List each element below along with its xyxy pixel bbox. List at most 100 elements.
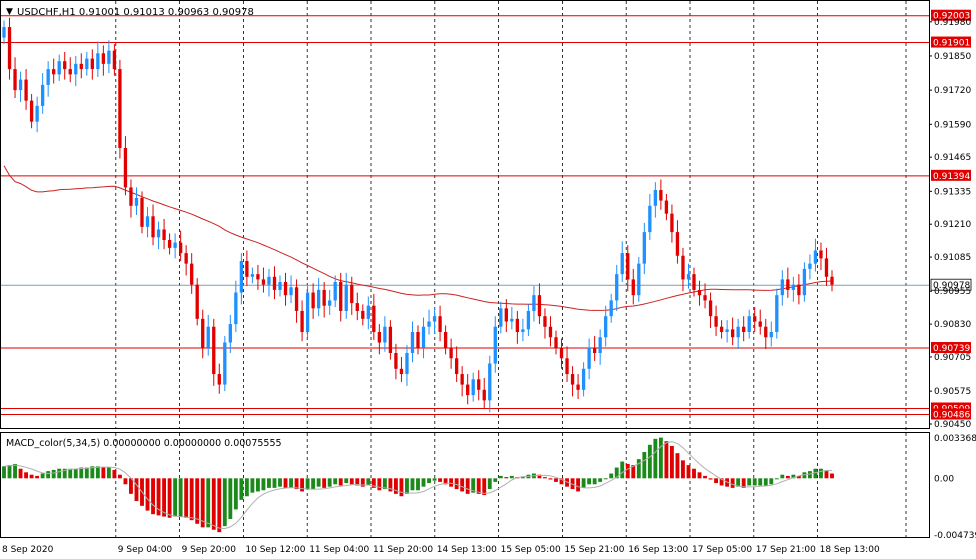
candle-body <box>184 253 188 264</box>
macd-bar <box>333 478 338 485</box>
time-tick-label: 9 Sep 20:00 <box>182 545 237 555</box>
macd-bar <box>819 468 823 479</box>
candle-body <box>283 282 288 296</box>
macd-bar <box>559 478 564 485</box>
candle-body <box>488 363 492 401</box>
candle-body <box>311 292 315 309</box>
candle-body <box>316 289 321 309</box>
macd-bar <box>780 474 785 479</box>
candle-body <box>786 279 790 290</box>
candle-body <box>68 69 72 75</box>
candle-body <box>581 368 586 390</box>
macd-tick-label: 0.00 <box>934 474 954 484</box>
candle-body <box>466 384 470 396</box>
macd-bar <box>416 478 420 491</box>
price-tick-label: 0.90450 <box>934 420 971 430</box>
level-price-tag <box>931 36 971 48</box>
macd-bar <box>493 478 498 482</box>
macd-bar <box>625 463 630 479</box>
macd-bar <box>145 478 150 511</box>
candle-body <box>742 326 746 332</box>
macd-bar <box>543 477 547 479</box>
macd-bar <box>382 478 387 490</box>
macd-bar <box>576 478 581 492</box>
macd-bar <box>278 478 282 487</box>
macd-bar <box>217 478 222 533</box>
horizontal-levels[interactable]: 0.920030.919010.913940.907390.905090.904… <box>1 9 972 421</box>
macd-bar <box>173 478 178 517</box>
macd-bar <box>84 467 89 479</box>
macd-bar <box>598 478 603 482</box>
candle-body <box>493 326 497 364</box>
macd-bar <box>454 478 459 490</box>
macd-bar <box>371 478 376 488</box>
current-price-label: 0.90978 <box>933 281 970 291</box>
candle-body <box>686 274 691 280</box>
macd-bar <box>681 460 685 479</box>
candle-body <box>438 316 442 332</box>
chart-menu-icon[interactable]: ▼ <box>6 7 13 17</box>
macd-bar <box>736 478 741 487</box>
price-tick-label: 0.91980 <box>934 18 971 28</box>
candle-body <box>140 197 144 227</box>
main-chart-panel[interactable] <box>0 0 930 429</box>
candle-body <box>112 50 117 70</box>
macd-bar <box>769 478 774 485</box>
macd-bar <box>741 478 746 488</box>
candle-body <box>758 321 762 327</box>
price-tick-label: 0.91465 <box>934 153 971 163</box>
macd-panel[interactable] <box>0 432 930 538</box>
price-axis: 0.91980 0.91850 0.91720 0.91590 0.91465 0.913… <box>929 18 976 541</box>
macd-bar <box>791 474 796 479</box>
macd-bar <box>763 478 768 486</box>
macd-bar <box>752 478 757 486</box>
candle-body <box>515 318 520 332</box>
macd-bar <box>322 478 327 488</box>
macd-bar <box>692 468 696 479</box>
candle-body <box>129 187 133 206</box>
candle-body <box>443 331 448 348</box>
candle-body <box>747 316 751 332</box>
candle-body <box>521 329 525 332</box>
candles-layer <box>2 17 834 413</box>
candle-body <box>753 316 757 322</box>
macd-bar <box>708 478 713 480</box>
candle-body <box>355 303 359 311</box>
macd-histogram-layer <box>2 437 834 533</box>
macd-bar <box>686 465 691 479</box>
macd-bar <box>156 478 161 516</box>
macd-bar <box>68 468 73 479</box>
macd-bar <box>565 478 569 487</box>
candle-body <box>587 347 591 369</box>
candle-body <box>554 337 558 348</box>
level-price-label: 0.91394 <box>933 172 970 182</box>
candle-body <box>151 216 155 238</box>
price-tick-label: 0.90575 <box>934 387 971 397</box>
macd-bar <box>195 478 200 524</box>
candle-body <box>245 261 249 277</box>
candle-body <box>366 305 370 319</box>
macd-bar <box>460 478 465 492</box>
macd-bar <box>471 478 476 493</box>
macd-bar <box>73 468 78 479</box>
macd-bar <box>636 459 641 479</box>
candle-body <box>123 147 128 188</box>
candle-body <box>190 263 194 285</box>
macd-bar <box>802 472 807 479</box>
macd-bar <box>24 472 29 479</box>
time-tick-label: 11 Sep 04:00 <box>309 545 369 555</box>
candle-body <box>46 69 50 85</box>
macd-bar <box>57 468 62 479</box>
candle-body <box>460 374 464 385</box>
macd-bar <box>151 478 155 515</box>
candle-body <box>504 308 508 322</box>
candle-body <box>432 316 437 322</box>
macd-bar <box>35 475 40 479</box>
candle-body <box>719 326 724 332</box>
time-tick-label: 17 Sep 05:00 <box>692 545 752 555</box>
macd-bar <box>548 478 553 480</box>
current-price-tag <box>930 278 972 291</box>
candle-body <box>526 310 531 330</box>
macd-bar <box>233 478 238 510</box>
